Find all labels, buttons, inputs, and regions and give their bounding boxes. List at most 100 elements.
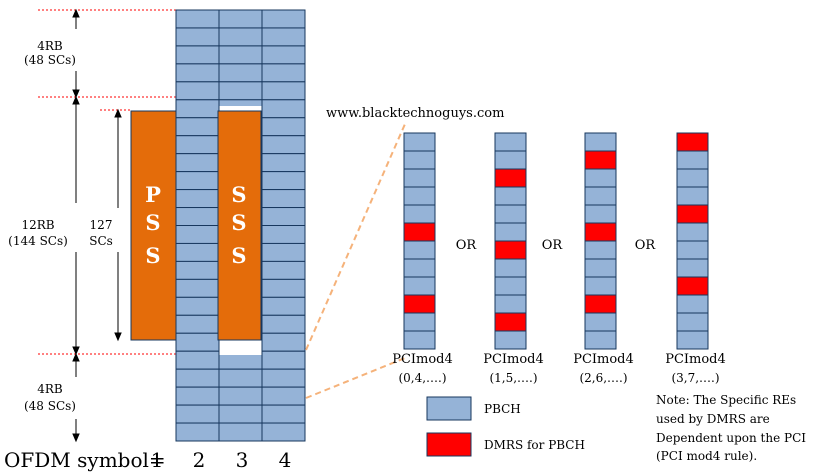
pbch-re [584,330,617,350]
pbch-re [175,368,220,388]
pbch-re [261,63,306,83]
pci-option-name: PCImod4 [573,352,634,367]
pbch-re [494,258,527,278]
pbch-re [175,45,220,65]
pbch-re [676,168,709,188]
legend-pbch-swatch [426,396,472,421]
sss-letter: S [231,182,246,207]
pbch-re [261,207,306,227]
pbch-re [403,330,436,350]
pbch-re [261,278,306,298]
dmrs-re [676,276,709,296]
dmrs-re [676,204,709,224]
pss-letter: S [145,210,160,235]
pbch-re [403,276,436,296]
arrow-head [114,108,122,118]
pci-option-column [676,132,709,350]
pbch-re [175,332,220,352]
pbch-re [261,296,306,316]
pbch-re [175,314,220,334]
legend-dmrs-swatch [426,432,472,457]
pbch-re [218,404,263,424]
pbch-re [494,222,527,242]
pbch-re [261,242,306,262]
pbch-re [494,294,527,314]
pbch-re [261,171,306,191]
pci-option-column [584,132,617,350]
sss-block [217,110,262,341]
dmrs-re [584,150,617,170]
note-line: (PCI mod4 rule). [656,449,757,463]
pbch-re [175,278,220,298]
pci-option-name: PCImod4 [483,352,544,367]
note-line: Note: The Specific REs [656,393,796,407]
pbch-re [494,132,527,152]
pss-letter: P [145,182,161,207]
pbch-re [175,171,220,191]
pbch-re [175,9,220,29]
pbch-re [584,276,617,296]
arrow-head [114,332,122,342]
pbch-re [261,45,306,65]
pbch-re [175,99,220,119]
pbch-re [175,117,220,137]
pci-options: PCImod4 (0,4,….) PCImod4 (1,5,….) PCImod4 (2,… [392,132,726,385]
or-separator: OR [456,238,478,253]
pbch-re [584,258,617,278]
or-separator: OR [635,238,657,253]
dmrs-re [403,222,436,242]
zoom-guide-top [305,123,406,351]
note-line: used by DMRS are [656,412,770,426]
pbch-re [676,258,709,278]
dimension-guides [38,9,176,355]
pbch-re [494,330,527,350]
pbch-re [494,150,527,170]
pbch-re [403,150,436,170]
pbch-re [175,27,220,47]
dim-top-line2: (48 SCs) [24,53,76,67]
pbch-re [494,204,527,224]
or-separator: OR [542,238,564,253]
pbch-re [261,99,306,119]
pbch-re [175,153,220,173]
pbch-re [261,422,306,442]
pci-option-values: (0,4,….) [398,371,446,385]
pbch-re [676,186,709,206]
ofdm-symbol-4: 4 [279,448,292,472]
ofdm-symbol-label: OFDM symbol= [4,448,166,472]
pci-option-values: (3,7,….) [671,371,719,385]
pbch-re [261,225,306,244]
pbch-re [261,314,306,334]
sss-letter: S [231,243,246,268]
arrow-head [72,8,80,18]
pci-option-column [494,132,527,350]
pbch-re [403,312,436,332]
pbch-re [261,27,306,47]
pbch-re [584,132,617,152]
dim-inner-line2: SCs [89,234,113,248]
arrow-head [72,89,80,99]
dimension-arrows [72,8,122,443]
dmrs-re [494,240,527,260]
pbch-re [261,260,306,280]
dmrs-re [584,294,617,314]
pbch-re [175,242,220,262]
pbch-re [584,168,617,188]
pci-option-column [403,132,436,350]
pbch-re [261,189,306,209]
pbch-re [175,63,220,83]
pbch-re [261,135,306,155]
pbch-re [261,386,306,406]
arrow-head [72,346,80,356]
dmrs-re [403,294,436,314]
pbch-re [261,153,306,173]
arrow-head [72,95,80,105]
pbch-re [261,117,306,137]
pbch-re [676,330,709,350]
pbch-re [261,81,306,101]
pbch-re [494,186,527,206]
ofdm-symbol-3: 3 [236,448,249,472]
pbch-re [218,63,263,83]
zoom-guides [305,123,406,399]
